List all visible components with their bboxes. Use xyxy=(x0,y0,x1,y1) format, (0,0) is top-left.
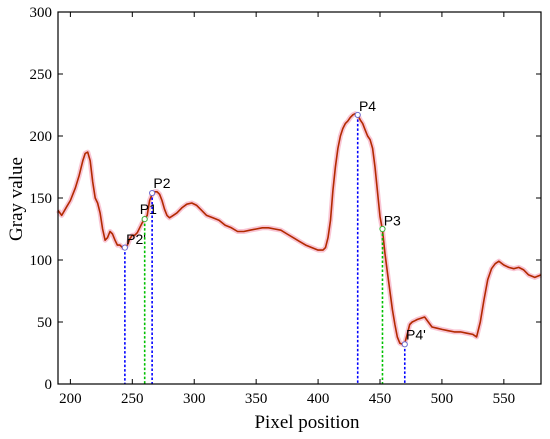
marker-label-p4-prime: P4' xyxy=(406,326,426,342)
y-tick-label: 50 xyxy=(37,315,52,331)
x-tick-label: 250 xyxy=(121,391,144,407)
x-tick-label: 500 xyxy=(431,391,454,407)
y-axis-ticks: 0 50 100 150 200 250 300 xyxy=(30,5,541,393)
y-axis-title: Gray value xyxy=(6,157,27,241)
x-axis-title: Pixel position xyxy=(254,412,360,433)
marker-point-p1 xyxy=(141,215,148,223)
y-tick-label: 200 xyxy=(30,129,53,145)
y-tick-label: 300 xyxy=(30,5,53,21)
marker-label-p2-prime: P2' xyxy=(126,231,146,247)
x-tick-label: 200 xyxy=(59,391,82,407)
x-tick-label: 300 xyxy=(183,391,206,407)
marker-point-p2-prime xyxy=(121,244,128,251)
x-tick-label: 550 xyxy=(493,391,516,407)
y-tick-label: 100 xyxy=(30,253,53,269)
x-tick-label: 350 xyxy=(245,391,268,407)
plot-area: P2' P1 P2 P4 P3 P4' xyxy=(55,98,542,384)
x-axis-ticks: 200 250 300 350 400 450 500 550 xyxy=(59,12,515,407)
marker-label-p3: P3 xyxy=(384,212,401,228)
marker-label-p4: P4 xyxy=(359,98,376,114)
marker-point-p4-prime xyxy=(401,341,408,348)
marker-label-p2: P2 xyxy=(153,175,170,191)
y-tick-label: 250 xyxy=(30,67,53,83)
y-tick-label: 0 xyxy=(45,377,53,393)
marker-point-p4 xyxy=(354,111,361,119)
y-tick-label: 150 xyxy=(30,191,53,207)
x-tick-label: 450 xyxy=(369,391,392,407)
marker-point-p3 xyxy=(379,225,386,233)
marker-point-p2 xyxy=(149,189,156,197)
marker-label-p1: P1 xyxy=(140,201,157,217)
x-tick-label: 400 xyxy=(307,391,330,407)
